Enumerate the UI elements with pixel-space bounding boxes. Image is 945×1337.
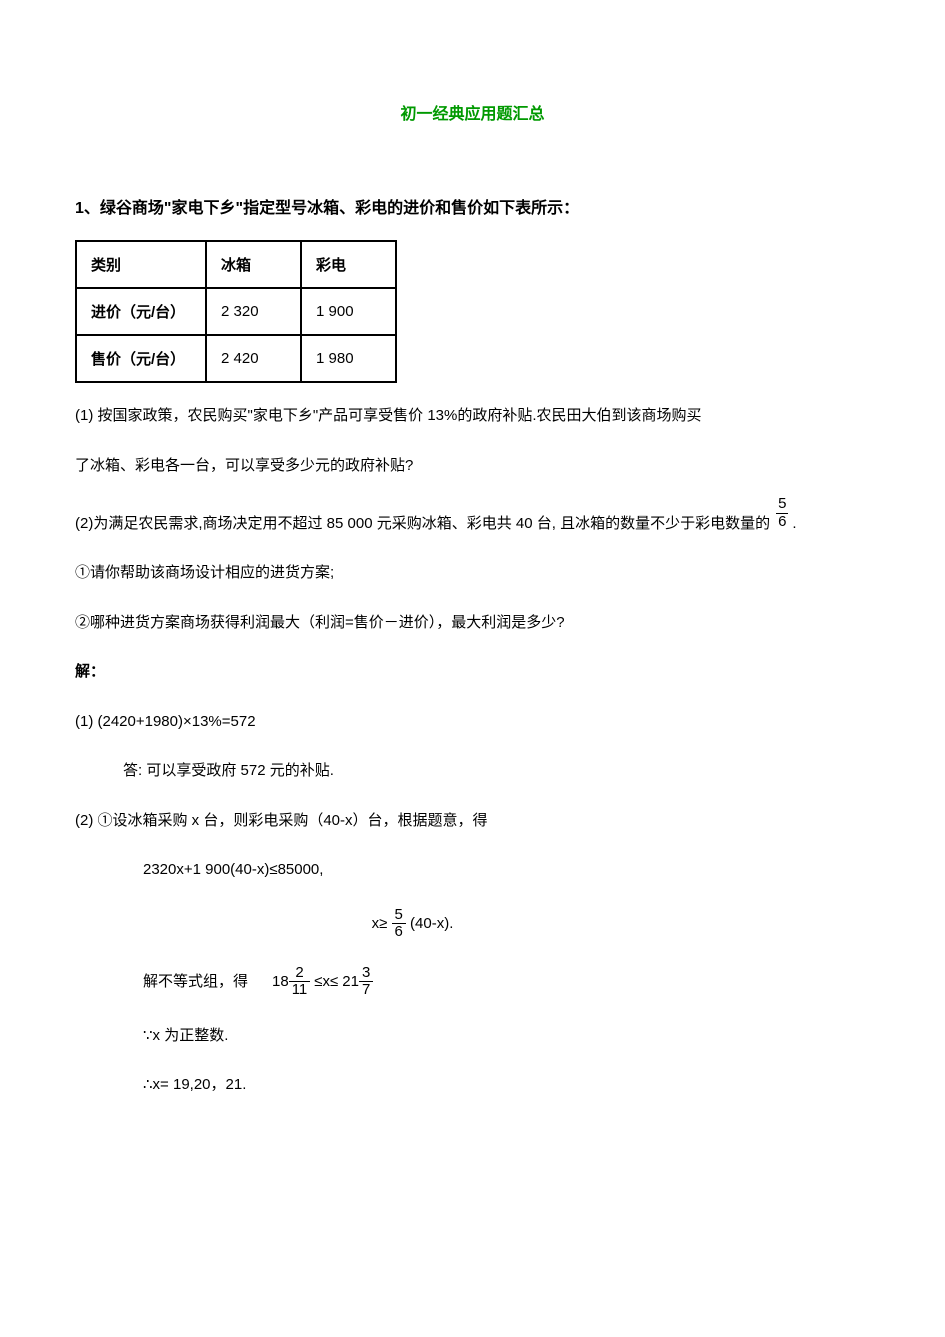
question-2-sub2: ②哪种进货方案商场获得利润最大（利润=售价－进价），最大利润是多少?: [75, 610, 870, 636]
fraction-denominator: 11: [289, 982, 311, 999]
fraction-5-6-b: 5 6: [392, 907, 406, 941]
fraction-5-6: 5 6: [776, 496, 788, 530]
solution-2-integer-note: ∵x 为正整数.: [75, 1023, 870, 1049]
header-tv: 彩电: [301, 241, 396, 288]
fraction-numerator: 3: [359, 965, 373, 983]
table-row: 售价（元/台） 2 420 1 980: [76, 335, 396, 382]
fraction-denominator: 7: [359, 982, 373, 999]
solution-2-values: ∴x= 19,20，21.: [75, 1072, 870, 1098]
price-table: 类别 冰箱 彩电 进价（元/台） 2 320 1 900 售价（元/台） 2 4…: [75, 240, 397, 383]
fraction-numerator: 2: [289, 965, 311, 983]
question-2-sub1: ①请你帮助该商场设计相应的进货方案;: [75, 560, 870, 586]
solution-1-equation: (1) (2420+1980)×13%=572: [75, 709, 870, 735]
cell-tv-cost: 1 900: [301, 288, 396, 335]
ineq2-suffix: (40-x).: [410, 914, 453, 931]
question-2-period: .: [792, 511, 796, 537]
mixed-whole: 18: [272, 969, 289, 995]
mixed-fraction-upper: 21 3 7: [342, 965, 373, 999]
document-title: 初一经典应用题汇总: [75, 100, 870, 124]
mixed-frac-part: 2 11: [289, 965, 311, 999]
solution-2-inequality-1: 2320x+1 900(40-x)≤85000,: [75, 857, 870, 883]
table-header-row: 类别 冰箱 彩电: [76, 241, 396, 288]
mixed-whole: 21: [342, 969, 359, 995]
fraction-denominator: 6: [776, 514, 788, 531]
solution-2-setup: (2) ①设冰箱采购 x 台，则彩电采购（40-x）台，根据题意，得: [75, 808, 870, 834]
solution-2-inequality-2: x≥ 5 6 (40-x).: [75, 907, 870, 941]
question-1-line1: (1) 按国家政策，农民购买"家电下乡"产品可享受售价 13%的政府补贴.农民田…: [75, 403, 870, 429]
cell-fridge-cost: 2 320: [206, 288, 301, 335]
header-fridge: 冰箱: [206, 241, 301, 288]
row-label-cost: 进价（元/台）: [76, 288, 206, 335]
cell-tv-price: 1 980: [301, 335, 396, 382]
table-row: 进价（元/台） 2 320 1 900: [76, 288, 396, 335]
mixed-frac-part: 3 7: [359, 965, 373, 999]
solution-2-solve-range: 解不等式组，得 18 2 11 ≤x≤ 21 3 7: [75, 965, 870, 999]
problem-heading: 1、绿谷商场"家电下乡"指定型号冰箱、彩电的进价和售价如下表所示：: [75, 194, 870, 218]
header-category: 类别: [76, 241, 206, 288]
question-2-text: (2)为满足农民需求,商场决定用不超过 85 000 元采购冰箱、彩电共 40 …: [75, 511, 770, 537]
range-middle: ≤x≤: [314, 969, 338, 995]
cell-fridge-price: 2 420: [206, 335, 301, 382]
ineq2-prefix: x≥: [372, 914, 388, 931]
fraction-numerator: 5: [776, 496, 788, 514]
row-label-price: 售价（元/台）: [76, 335, 206, 382]
fraction-denominator: 6: [392, 924, 406, 941]
question-2-main: (2)为满足农民需求,商场决定用不超过 85 000 元采购冰箱、彩电共 40 …: [75, 502, 870, 536]
mixed-fraction-lower: 18 2 11: [272, 965, 310, 999]
solution-1-answer: 答: 可以享受政府 572 元的补贴.: [75, 758, 870, 784]
solve-prefix: 解不等式组，得: [143, 969, 248, 995]
solution-label: 解：: [75, 659, 870, 685]
question-1-line2: 了冰箱、彩电各一台，可以享受多少元的政府补贴?: [75, 453, 870, 479]
fraction-numerator: 5: [392, 907, 406, 925]
